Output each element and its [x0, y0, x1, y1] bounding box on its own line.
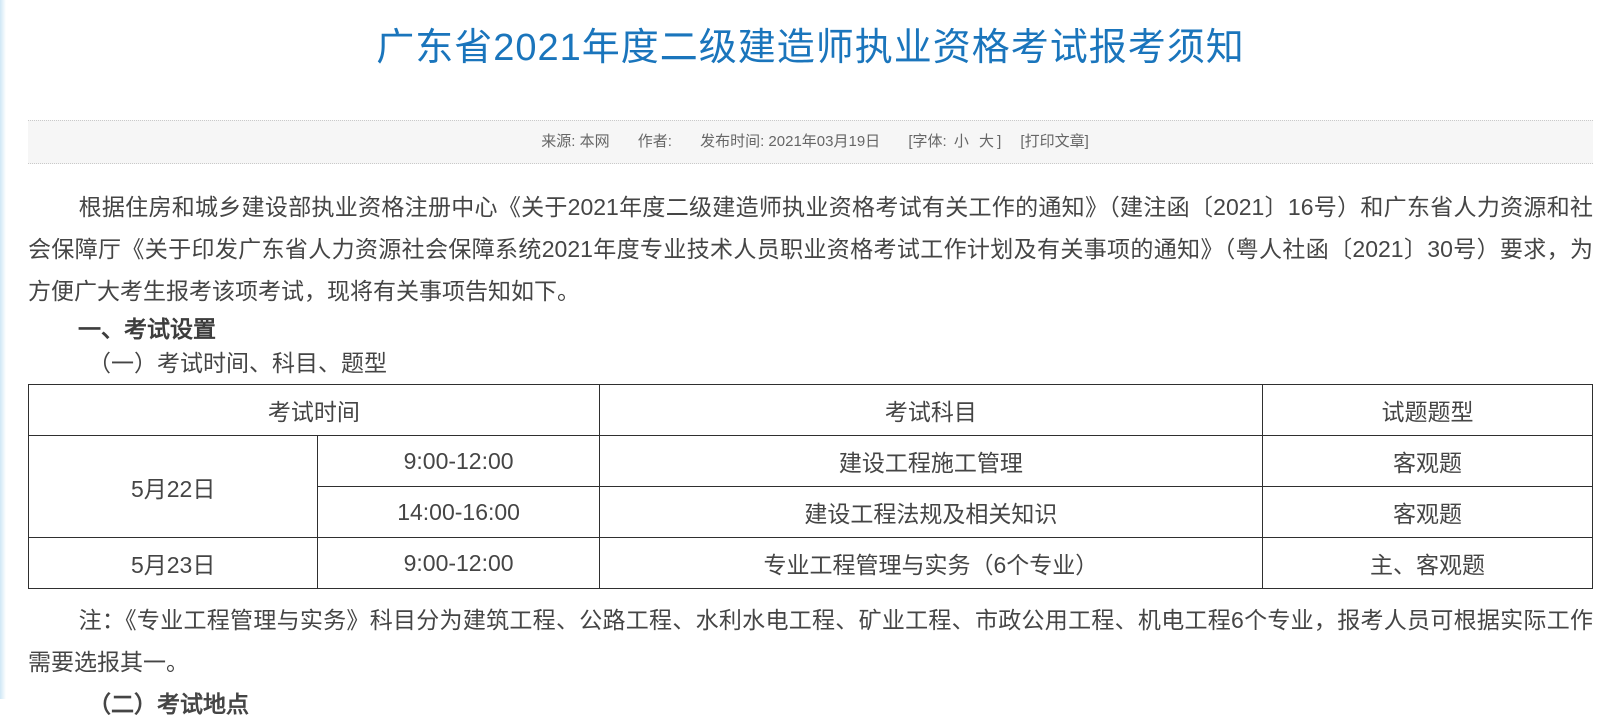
table-row: 5月23日 9:00-12:00 专业工程管理与实务（6个专业） 主、客观题 [27, 537, 1594, 589]
print-article-button[interactable]: [打印文章] [1020, 133, 1089, 150]
exam-schedule-table: 考试时间 考试科目 试题题型 5月22日 9:00-12:00 建设工程施工管理… [27, 384, 1594, 589]
font-size-label: [字体: [908, 133, 947, 150]
font-size-control: [字体: 小 大] [908, 133, 1001, 150]
table-cell-type: 主、客观题 [1261, 537, 1594, 589]
meta-publish-date: 发布时间: 2021年03月19日 [700, 133, 881, 150]
font-size-large-button[interactable]: 大 [979, 133, 995, 150]
table-row: 5月22日 9:00-12:00 建设工程施工管理 客观题 [27, 435, 1594, 538]
table-cell-type: 客观题 [1261, 435, 1594, 487]
table-header-question-type: 试题题型 [1261, 384, 1594, 436]
table-cell-time: 9:00-12:00 [317, 435, 600, 487]
page-left-edge-strip [0, 0, 6, 699]
section-heading-exam-setup: 一、考试设置 [78, 316, 216, 342]
table-header-exam-time: 考试时间 [28, 384, 600, 436]
subheading-exam-location: （二）考试地点 [88, 691, 249, 717]
meta-source: 来源: 本网 [541, 133, 610, 150]
article-page: 广东省2021年度二级建造师执业资格考试报考须知 来源: 本网 作者: 发布时间… [27, 0, 1594, 725]
page-title: 广东省2021年度二级建造师执业资格考试报考须知 [376, 27, 1245, 69]
table-row: 14:00-16:00 建设工程法规及相关知识 客观题 [29, 486, 1594, 538]
intro-paragraph: 根据住房和城乡建设部执业资格注册中心《关于2021年度二级建造师执业资格考试有关… [28, 194, 1593, 304]
table-cell-date: 5月23日 [27, 537, 319, 589]
table-header-row: 考试时间 考试科目 试题题型 [28, 384, 1594, 436]
table-cell-type: 客观题 [1261, 486, 1594, 538]
table-cell-time: 9:00-12:00 [317, 537, 600, 589]
table-cell-subject: 建设工程法规及相关知识 [598, 486, 1263, 538]
table-header-exam-subject: 考试科目 [598, 384, 1263, 436]
table-note-paragraph: 注：《专业工程管理与实务》科目分为建筑工程、公路工程、水利水电工程、矿业工程、市… [28, 607, 1593, 675]
subheading-exam-time-subject-type: （一）考试时间、科目、题型 [88, 350, 387, 376]
meta-author: 作者: [637, 133, 672, 150]
table-cell-time: 14:00-16:00 [317, 486, 600, 538]
font-size-small-button[interactable]: 小 [953, 133, 969, 150]
article-meta-bar: 来源: 本网 作者: 发布时间: 2021年03月19日 [字体: 小 大] [… [28, 120, 1593, 164]
table-cell-date: 5月22日 [27, 435, 319, 538]
font-size-label-close: ] [997, 133, 1002, 150]
table-cell-subject: 建设工程施工管理 [598, 435, 1263, 487]
table-cell-subject: 专业工程管理与实务（6个专业） [598, 537, 1263, 589]
